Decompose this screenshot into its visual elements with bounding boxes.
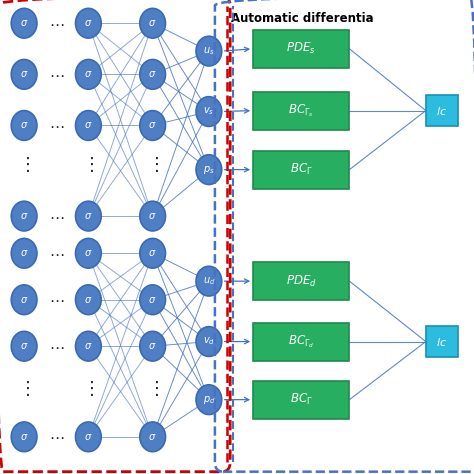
Text: Automatic differentia: Automatic differentia (231, 12, 374, 25)
Circle shape (140, 201, 165, 231)
Text: $\vdots$: $\vdots$ (18, 379, 30, 398)
Text: $u_d$: $u_d$ (203, 275, 215, 287)
Circle shape (140, 331, 165, 361)
Text: $\sigma$: $\sigma$ (20, 295, 28, 305)
Text: $\cdots$: $\cdots$ (48, 209, 64, 224)
Circle shape (11, 238, 37, 268)
Circle shape (196, 385, 222, 415)
Text: $\cdots$: $\cdots$ (48, 429, 64, 444)
Text: $\sigma$: $\sigma$ (84, 341, 92, 351)
FancyBboxPatch shape (253, 30, 349, 68)
FancyBboxPatch shape (426, 95, 458, 126)
Text: $\sigma$: $\sigma$ (148, 248, 157, 258)
Text: $p_d$: $p_d$ (202, 393, 215, 406)
Circle shape (11, 110, 37, 140)
Text: $\sigma$: $\sigma$ (148, 211, 157, 221)
Text: $\sigma$: $\sigma$ (84, 432, 92, 442)
Text: $\sigma$: $\sigma$ (20, 120, 28, 130)
Text: $\sigma$: $\sigma$ (20, 432, 28, 442)
Text: $PDE_d$: $PDE_d$ (286, 273, 317, 289)
Text: $\sigma$: $\sigma$ (84, 69, 92, 79)
Circle shape (11, 331, 37, 361)
FancyBboxPatch shape (253, 151, 349, 189)
Text: $v_d$: $v_d$ (203, 336, 215, 347)
Text: $\sigma$: $\sigma$ (148, 341, 157, 351)
Circle shape (196, 97, 222, 127)
Text: $\cdots$: $\cdots$ (48, 339, 64, 354)
Text: $BC_{\Gamma}$: $BC_{\Gamma}$ (290, 162, 313, 177)
FancyBboxPatch shape (253, 262, 349, 300)
Circle shape (140, 59, 165, 89)
Circle shape (140, 285, 165, 315)
FancyBboxPatch shape (253, 381, 349, 419)
Text: $\sigma$: $\sigma$ (148, 295, 157, 305)
Circle shape (11, 59, 37, 89)
Text: $v_s$: $v_s$ (203, 106, 214, 118)
Text: $\sigma$: $\sigma$ (148, 432, 157, 442)
Text: $\sigma$: $\sigma$ (148, 69, 157, 79)
Text: $\vdots$: $\vdots$ (147, 379, 159, 398)
Text: $\cdots$: $\cdots$ (48, 246, 64, 261)
FancyBboxPatch shape (426, 327, 458, 356)
Text: $\sigma$: $\sigma$ (84, 18, 92, 28)
Circle shape (75, 110, 101, 140)
Text: $p_s$: $p_s$ (203, 164, 215, 176)
Circle shape (75, 285, 101, 315)
Text: $\sigma$: $\sigma$ (84, 120, 92, 130)
Text: $BC_{\Gamma_d}$: $BC_{\Gamma_d}$ (288, 333, 315, 350)
Circle shape (75, 201, 101, 231)
Text: $\vdots$: $\vdots$ (18, 155, 30, 174)
Text: $\cdots$: $\cdots$ (48, 118, 64, 133)
Circle shape (140, 110, 165, 140)
Circle shape (196, 36, 222, 66)
Text: $\sigma$: $\sigma$ (84, 295, 92, 305)
Text: $\sigma$: $\sigma$ (20, 248, 28, 258)
Circle shape (11, 201, 37, 231)
Text: $PDE_s$: $PDE_s$ (286, 41, 316, 56)
Circle shape (11, 9, 37, 38)
Text: $\sigma$: $\sigma$ (84, 248, 92, 258)
Text: $BC_{\Gamma}$: $BC_{\Gamma}$ (290, 392, 313, 407)
Circle shape (140, 238, 165, 268)
Text: $\vdots$: $\vdots$ (82, 155, 94, 174)
Text: $\vdots$: $\vdots$ (147, 155, 159, 174)
Text: $\cdots$: $\cdots$ (48, 67, 64, 82)
FancyBboxPatch shape (253, 91, 349, 130)
Circle shape (75, 238, 101, 268)
Text: $\sigma$: $\sigma$ (20, 341, 28, 351)
Text: $\vdots$: $\vdots$ (82, 379, 94, 398)
Text: $\sigma$: $\sigma$ (20, 18, 28, 28)
Circle shape (196, 155, 222, 184)
Text: $BC_{\Gamma_s}$: $BC_{\Gamma_s}$ (288, 102, 314, 119)
Circle shape (11, 422, 37, 452)
Text: $\sigma$: $\sigma$ (20, 211, 28, 221)
Circle shape (11, 285, 37, 315)
Circle shape (75, 331, 101, 361)
Circle shape (75, 9, 101, 38)
Text: $\sigma$: $\sigma$ (20, 69, 28, 79)
Text: $lc$: $lc$ (437, 336, 447, 347)
Circle shape (140, 9, 165, 38)
Text: $lc$: $lc$ (437, 105, 447, 117)
Circle shape (196, 327, 222, 356)
Text: $\sigma$: $\sigma$ (148, 18, 157, 28)
Circle shape (75, 59, 101, 89)
Circle shape (140, 422, 165, 452)
FancyBboxPatch shape (253, 322, 349, 361)
Text: $\cdots$: $\cdots$ (48, 16, 64, 31)
Circle shape (75, 422, 101, 452)
Text: $u_s$: $u_s$ (203, 45, 215, 57)
Text: $\sigma$: $\sigma$ (148, 120, 157, 130)
Text: $\cdots$: $\cdots$ (48, 292, 64, 307)
Text: $\sigma$: $\sigma$ (84, 211, 92, 221)
Circle shape (196, 266, 222, 296)
